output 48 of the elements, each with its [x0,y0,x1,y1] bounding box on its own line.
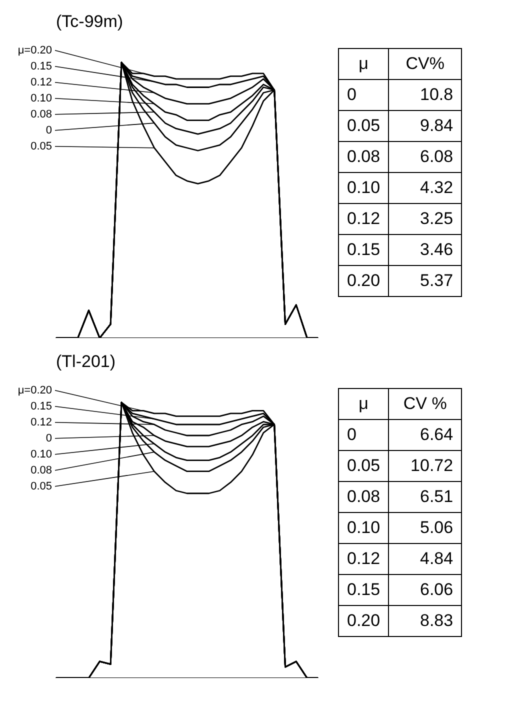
data-label: 8.83 [388,606,462,636]
text: CV % [388,388,462,420]
chart-title: (Tl-201) [56,352,116,371]
category-label: 0.05 [338,450,389,482]
category-label: 0 [338,80,389,110]
text: 0.10 [30,92,52,104]
data-label: 10.8 [388,80,462,110]
category-label: 0.10 [338,512,389,544]
data-label: 6.64 [388,420,462,450]
category-label: 0.08 [338,142,389,172]
text: μ=0.20 [18,384,52,396]
text: 0.05 [30,140,52,152]
category-label: 0.10 [338,172,389,204]
category-label: 0.20 [338,606,389,636]
category-label: 0.12 [338,544,389,574]
category-label: 0.12 [338,204,389,234]
text: 0.05 [30,480,52,492]
data-label: 6.06 [388,574,462,606]
data-label: 10.72 [388,450,462,482]
text: 0 [46,124,52,136]
chart-title: (Tc-99m) [56,12,124,31]
text: μ [338,48,389,80]
data-label: 3.25 [388,204,462,234]
data-label: 3.46 [388,234,462,266]
data-label: 4.32 [388,172,462,204]
text: CV% [388,48,462,80]
category-label: 0 [338,420,389,450]
text: 0.12 [30,76,52,88]
data-label: 9.84 [388,110,462,142]
category-label: 0.15 [338,234,389,266]
data-label: 6.08 [388,142,462,172]
text: 0 [46,432,52,444]
text: 0.12 [30,416,52,428]
category-label: 0.05 [338,110,389,142]
text: μ [338,388,389,420]
category-label: 0.08 [338,482,389,512]
category-label: 0.20 [338,266,389,296]
text: 0.15 [30,400,52,412]
text: 0.08 [30,108,52,120]
text: 0.15 [30,60,52,72]
data-label: 4.84 [388,544,462,574]
text: 0.10 [30,448,52,460]
data-label: 5.37 [388,266,462,296]
text: μ=0.20 [18,44,52,56]
data-label: 6.51 [388,482,462,512]
text: 0.08 [30,464,52,476]
data-label: 5.06 [388,512,462,544]
category-label: 0.15 [338,574,389,606]
